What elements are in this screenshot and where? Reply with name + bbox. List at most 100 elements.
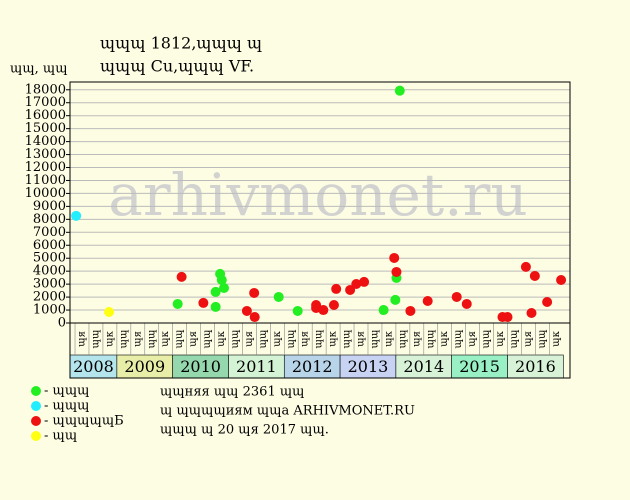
quarter-label: ɰɰ — [481, 329, 492, 348]
data-point — [391, 266, 402, 277]
y-tick-label: 1000 — [33, 303, 66, 318]
y-tick-label: 10000 — [25, 186, 66, 201]
quarter-label: ɰя — [188, 331, 199, 347]
quarter-label: ɰк — [328, 330, 339, 346]
legend-label: - ɰɰ — [44, 429, 77, 444]
note: ɰɰɰ ɰ 20 ɰя 2017 ɰɰ. — [160, 423, 329, 438]
y-tick-label: 2000 — [33, 290, 66, 305]
quarter-label: ɰк — [272, 330, 283, 346]
quarter-label: ɰɰ — [90, 329, 101, 348]
quarter-label: ɰɰ — [230, 329, 241, 348]
chart-title: ɰɰɰ 1812,ɰɰɰ ɰ — [100, 34, 262, 53]
data-point — [176, 271, 187, 282]
data-point — [331, 283, 342, 294]
quarter-label: ɰɰ — [258, 329, 269, 348]
data-point — [520, 261, 531, 272]
x-tick-label: 2010 — [180, 357, 221, 376]
quarter-label: ɰк — [495, 330, 506, 346]
y-tick-label: 17000 — [25, 95, 66, 110]
data-point — [216, 274, 227, 285]
quarter-label: ɰɰ — [537, 329, 548, 348]
y-tick-label: 18000 — [25, 82, 66, 97]
y-tick-label: 8000 — [33, 212, 66, 227]
quarter-label: ɰя — [467, 331, 478, 347]
data-point — [422, 295, 433, 306]
quarter-label: ɰк — [551, 330, 562, 346]
y-tick-label: 16000 — [25, 108, 66, 123]
quarter-label: ɰɰ — [342, 329, 353, 348]
y-tick-label: 6000 — [33, 238, 66, 253]
y-tick-label: 13000 — [25, 147, 66, 162]
data-point — [71, 210, 82, 221]
data-point — [219, 283, 230, 294]
data-point — [542, 297, 553, 308]
quarter-label: ɰɰ — [453, 329, 464, 348]
watermark: arhivmonet.ru — [108, 161, 527, 229]
y-tick-label: 7000 — [33, 225, 66, 240]
data-point — [526, 308, 537, 319]
data-point — [461, 298, 472, 309]
quarter-label: ɰя — [523, 331, 534, 347]
legend-marker — [31, 416, 41, 426]
chart-subtitle: ɰɰɰ Cu,ɰɰɰ VF. — [100, 57, 254, 76]
data-point — [390, 294, 401, 305]
note: ɰɰняя ɰɰ 2361 ɰɰ — [160, 385, 305, 400]
quarter-label: ɰɰ — [286, 329, 297, 348]
quarter-label: ɰɰ — [202, 329, 213, 348]
quarter-label: ɰɰ — [314, 329, 325, 348]
data-point — [502, 312, 513, 323]
quarter-label: ɰк — [383, 330, 394, 346]
quarter-label: ɰя — [76, 331, 87, 347]
data-point — [104, 306, 115, 317]
data-point — [273, 291, 284, 302]
quarter-label: ɰя — [244, 331, 255, 347]
y-tick-label: 0 — [58, 316, 66, 331]
data-point — [210, 286, 221, 297]
data-point — [198, 297, 209, 308]
quarter-label: ɰя — [411, 331, 422, 347]
x-axis-frame — [69, 322, 571, 379]
quarter-label: ɰɰ — [369, 329, 380, 348]
y-tick-label: 5000 — [33, 251, 66, 266]
data-point — [529, 270, 540, 281]
y-tick-label: 9000 — [33, 199, 66, 214]
legend-marker — [31, 401, 41, 411]
x-tick-label: 2012 — [292, 357, 333, 376]
quarter-label: ɰя — [132, 331, 143, 347]
legend-label: - ɰɰɰ — [44, 384, 90, 399]
data-point — [328, 299, 339, 310]
y-axis-label: ɰɰ, ɰɰ — [10, 62, 68, 77]
quarter-label: ɰк — [104, 330, 115, 346]
note: ɰ ɰɰɰɰиям ɰɰа ARHIVMONET.RU — [160, 404, 415, 419]
data-point — [292, 305, 303, 316]
y-tick-label: 12000 — [25, 160, 66, 175]
data-point — [556, 274, 567, 285]
data-point — [249, 287, 260, 298]
legend-label: - ɰɰɰɰɰБ — [44, 414, 124, 429]
quarter-label: ɰк — [216, 330, 227, 346]
data-point — [451, 291, 462, 302]
x-tick-label: 2009 — [124, 357, 165, 376]
x-tick-label: 2014 — [403, 357, 444, 376]
legend-label: - ɰɰɰ — [44, 399, 90, 414]
y-tick-label: 4000 — [33, 264, 66, 279]
quarter-label: ɰя — [300, 331, 311, 347]
data-point — [249, 312, 260, 323]
quarter-label: ɰɰ — [146, 329, 157, 348]
quarter-label: ɰɰ — [174, 329, 185, 348]
data-point — [359, 276, 370, 287]
y-tick-label: 3000 — [33, 277, 66, 292]
quarter-label: ɰк — [439, 330, 450, 346]
x-tick-label: 2016 — [515, 357, 556, 376]
quarter-label: ɰɰ — [118, 329, 129, 348]
data-point — [351, 278, 362, 289]
data-point — [394, 85, 405, 96]
x-tick-label: 2011 — [236, 357, 277, 376]
y-tick-label: 14000 — [25, 134, 66, 149]
data-point — [345, 284, 356, 295]
y-tick-label: 11000 — [25, 173, 66, 188]
quarter-label: ɰя — [356, 331, 367, 347]
data-point — [318, 305, 329, 316]
legend-marker — [31, 431, 41, 441]
x-tick-label: 2008 — [73, 357, 114, 376]
